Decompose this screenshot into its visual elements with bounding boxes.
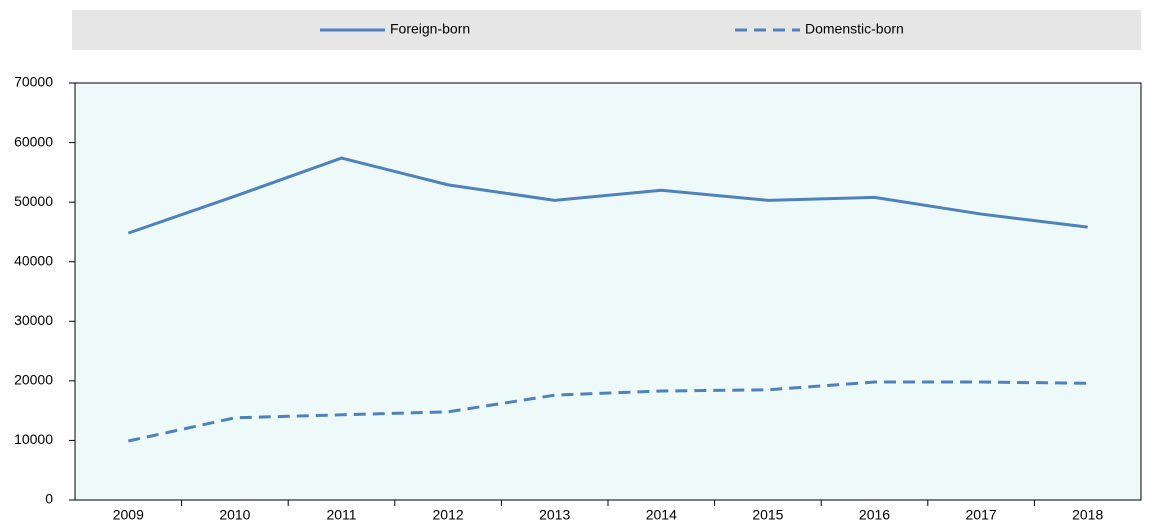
legend-box <box>72 10 1141 50</box>
x-tick-label: 2015 <box>752 507 783 523</box>
y-tick-label: 0 <box>45 491 53 507</box>
x-tick-label: 2018 <box>1072 507 1103 523</box>
y-tick-label: 60000 <box>14 133 53 149</box>
series-line <box>127 380 1088 443</box>
x-tick-label: 2012 <box>433 507 464 523</box>
x-tick-label: 2014 <box>646 507 677 523</box>
plot-area <box>74 82 1142 501</box>
y-tick-label: 20000 <box>14 372 53 388</box>
x-tick-label: 2011 <box>326 507 356 523</box>
series-line <box>127 156 1088 235</box>
x-tick-label: 2010 <box>219 507 250 523</box>
y-tick-label: 10000 <box>14 431 53 447</box>
legend-label: Domenstic-born <box>805 21 904 37</box>
x-tick-label: 2013 <box>539 507 570 523</box>
x-tick-label: 2009 <box>113 507 144 523</box>
y-tick-label: 50000 <box>14 193 53 209</box>
x-tick-label: 2016 <box>859 507 890 523</box>
y-tick-label: 70000 <box>14 74 53 90</box>
y-tick-label: 30000 <box>14 312 53 328</box>
legend-label: Foreign-born <box>390 21 470 37</box>
y-tick-label: 40000 <box>14 252 53 268</box>
x-tick-label: 2017 <box>966 507 997 523</box>
